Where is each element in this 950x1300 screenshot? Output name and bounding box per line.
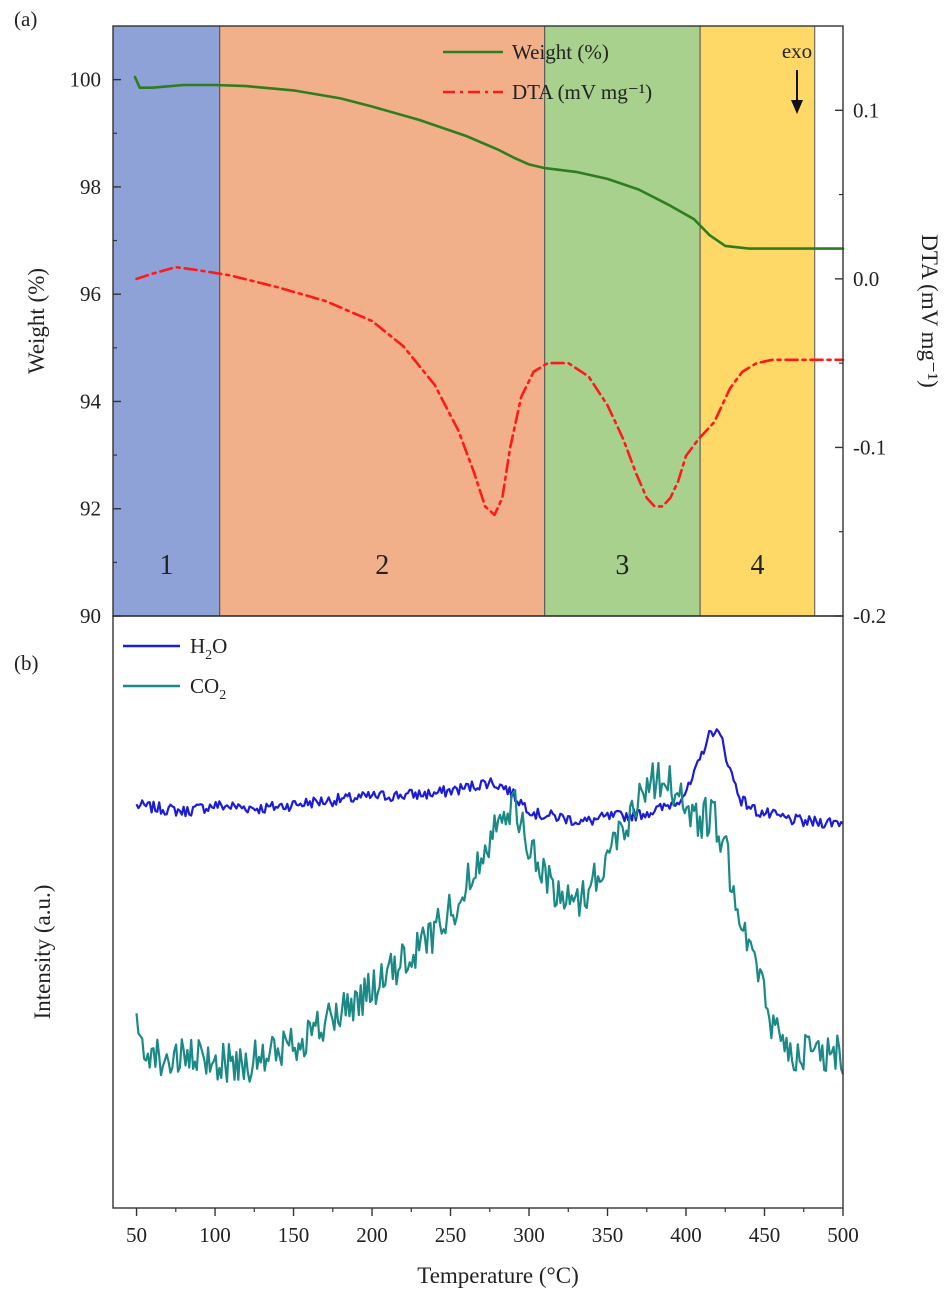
legend-a-label: Weight (%) <box>512 40 609 64</box>
weight-tick-label: 98 <box>80 175 101 199</box>
exo-annotation: exo <box>782 39 812 63</box>
panel-b-series <box>135 728 845 1083</box>
weight-tick-label: 94 <box>80 389 102 413</box>
region-2-label: 2 <box>375 550 389 581</box>
temperature-tick-label: 300 <box>513 1223 545 1247</box>
panel-a-legend: Weight (%) DTA (mV mg⁻¹) <box>443 40 652 104</box>
h2o-series-line <box>135 728 844 829</box>
region-1-label: 1 <box>159 550 173 581</box>
temperature-axis-label: Temperature (°C) <box>417 1263 578 1288</box>
legend-a-label: DTA (mV mg⁻¹) <box>512 80 652 104</box>
temperature-regions: 1 2 3 4 <box>112 25 816 617</box>
region-3-band <box>544 25 701 617</box>
panel-a-tga-dta-chart: 1 2 3 4 90 92 94 96 98 100 -0.2 -0.1 0.0 0.1 (a) We… <box>14 7 942 628</box>
panel-b-frame <box>112 615 844 1209</box>
panel-a-label: (a) <box>14 7 37 31</box>
weight-tick-label: 100 <box>70 68 102 92</box>
weight-axis-label: Weight (%) <box>24 268 49 374</box>
temperature-tick-label: 350 <box>592 1223 624 1247</box>
temperature-tick-label: 200 <box>356 1223 388 1247</box>
exo-arrow-icon <box>791 70 803 114</box>
legend-b-label: H2O <box>190 634 227 663</box>
intensity-axis-label: Intensity (a.u.) <box>30 885 55 1020</box>
weight-tick-label: 96 <box>80 282 101 306</box>
dta-tick-label: 0.1 <box>853 98 879 122</box>
weight-tick-label: 90 <box>80 604 101 628</box>
dta-series-line <box>135 265 845 517</box>
temperature-tick-label: 50 <box>126 1223 147 1247</box>
region-4-label: 4 <box>750 550 764 581</box>
dta-axis-ticks: -0.2 -0.1 0.0 0.1 <box>835 98 886 628</box>
temperature-tick-label: 500 <box>827 1223 859 1247</box>
temperature-tick-label: 100 <box>199 1223 231 1247</box>
dta-tick-label: -0.2 <box>853 604 886 628</box>
weight-axis-ticks: 90 92 94 96 98 100 <box>70 68 121 628</box>
dta-axis-label: DTA (mV mg⁻¹) <box>917 234 942 388</box>
temperature-tick-label: 400 <box>670 1223 702 1247</box>
legend-b-label: CO2 <box>190 674 226 703</box>
region-2-band <box>219 25 546 617</box>
panel-a-series <box>133 75 845 517</box>
region-3-label: 3 <box>615 550 629 581</box>
weight-tick-label: 92 <box>80 497 101 521</box>
panel-b-label: (b) <box>14 651 39 675</box>
region-4-band <box>699 25 816 617</box>
dta-tick-label: -0.1 <box>853 435 886 459</box>
co2-series-line <box>135 761 845 1083</box>
temperature-axis-ticks: 50 100 150 200 250 300 350 400 450 500 <box>126 1208 859 1247</box>
weight-series-line <box>133 75 845 250</box>
temperature-tick-label: 150 <box>278 1223 310 1247</box>
region-1-band <box>112 25 221 617</box>
temperature-tick-label: 450 <box>749 1223 781 1247</box>
dta-tick-label: 0.0 <box>853 267 879 291</box>
panel-b-ms-chart: 50 100 150 200 250 300 350 400 450 500 (b) Temper… <box>14 615 859 1288</box>
exo-arrow-head <box>791 100 803 114</box>
temperature-tick-label: 250 <box>435 1223 467 1247</box>
